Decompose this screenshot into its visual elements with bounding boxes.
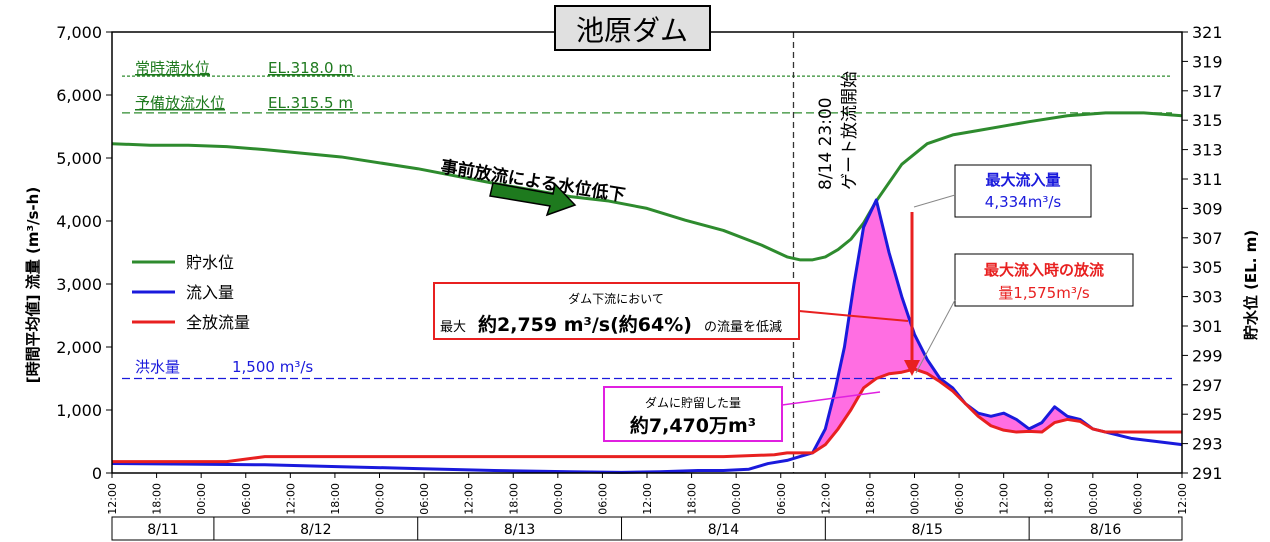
right-tick-label: 321	[1192, 23, 1223, 42]
title-box	[554, 5, 711, 51]
left-tick-label: 7,000	[56, 23, 102, 42]
hour-tick-label: 00:00	[374, 483, 387, 515]
right-tick-label: 305	[1192, 258, 1223, 277]
date-label: 8/14	[708, 522, 740, 538]
left-tick-label: 6,000	[56, 86, 102, 105]
legend: 貯水位 流入量 全放流量	[132, 253, 250, 332]
hour-tick-label: 18:00	[1042, 483, 1055, 515]
date-label: 8/16	[1090, 522, 1122, 538]
right-tick-label: 319	[1192, 52, 1223, 71]
storage-value: 約7,470万m³	[630, 414, 756, 437]
flood-flow-label: 洪水量	[135, 358, 180, 376]
left-tick-label: 0	[92, 464, 102, 483]
reserve-level-label: 予備放流水位	[135, 94, 225, 112]
right-tick-label: 297	[1192, 376, 1223, 395]
hour-tick-label: 06:00	[775, 483, 788, 515]
release-leader	[915, 299, 956, 374]
right-tick-label: 301	[1192, 317, 1223, 336]
gate-start-label: ゲート放流開始	[840, 71, 860, 190]
hour-tick-label: 00:00	[909, 483, 922, 515]
release-title: 最大流入時の放流	[984, 261, 1104, 279]
hour-tick-label: 18:00	[329, 483, 342, 515]
legend-label-level: 貯水位	[186, 253, 234, 272]
hour-tick-label: 06:00	[953, 483, 966, 515]
right-axis-title: 貯水位 (EL. m)	[1242, 230, 1260, 340]
hour-tick-label: 00:00	[195, 483, 208, 515]
drawdown-arrow	[489, 182, 577, 217]
max-inflow-leader	[913, 194, 956, 208]
date-label: 8/12	[300, 522, 331, 538]
storage-fill	[774, 199, 1132, 455]
hour-tick-label: 06:00	[596, 483, 609, 515]
left-tick-label: 2,000	[56, 338, 102, 357]
right-tick-label: 313	[1192, 141, 1223, 160]
date-label: 8/11	[147, 522, 178, 538]
storage-area-layer	[774, 199, 1132, 455]
hour-tick-label: 00:00	[730, 483, 743, 515]
left-tick-label: 3,000	[56, 275, 102, 294]
chart-title: 池原ダム	[576, 14, 688, 47]
right-tick-label: 309	[1192, 199, 1223, 218]
date-label: 8/15	[912, 522, 943, 538]
date-label: 8/13	[504, 522, 535, 538]
legend-label-inflow: 流入量	[186, 283, 234, 302]
right-tick-label: 317	[1192, 82, 1223, 101]
right-tick-label: 303	[1192, 288, 1223, 307]
hour-tick-label: 00:00	[1087, 483, 1100, 515]
outflow-line	[112, 367, 1182, 464]
left-tick-label: 5,000	[56, 149, 102, 168]
right-tick-label: 315	[1192, 111, 1223, 130]
release-box	[954, 253, 1134, 307]
reduction-leader	[798, 310, 909, 322]
hour-tick-label: 06:00	[240, 483, 253, 515]
hour-tick-label: 18:00	[864, 483, 877, 515]
right-tick-label: 295	[1192, 405, 1223, 424]
hour-tick-label: 18:00	[151, 483, 164, 515]
reserve-level-value: EL.315.5 m	[268, 94, 353, 112]
hour-tick-label: 18:00	[686, 483, 699, 515]
hour-tick-label: 12:00	[641, 483, 654, 515]
release-value: 量1,575m³/s	[998, 284, 1090, 302]
right-tick-label: 311	[1192, 170, 1223, 189]
hour-tick-label: 00:00	[552, 483, 565, 515]
flood-flow-value: 1,500 m³/s	[232, 358, 313, 376]
reduction-value: 約2,759 m³/s(約64%)	[478, 313, 692, 336]
reduction-arrowhead	[904, 360, 920, 376]
axis-layer: 0 1,000 2,000 3,000 4,000 5,000 6,000 7,000 291 2…	[56, 23, 1223, 541]
hour-tick-label: 12:00	[1176, 483, 1189, 515]
storage-line1: ダムに貯留した量	[645, 395, 741, 410]
hour-tick-label: 12:00	[819, 483, 832, 515]
date-row-frame	[111, 516, 1183, 541]
reduction-line1: ダム下流において	[568, 291, 664, 306]
legend-label-outflow: 全放流量	[186, 313, 250, 332]
hour-tick-label: 12:00	[284, 483, 297, 515]
left-tick-label: 4,000	[56, 212, 102, 231]
right-tick-label: 299	[1192, 346, 1223, 365]
hour-tick-label: 12:00	[463, 483, 476, 515]
full-level-value: EL.318.0 m	[268, 59, 353, 77]
storage-box	[603, 386, 783, 442]
gate-time-label: 8/14 23:00	[816, 97, 836, 190]
storage-leader	[781, 391, 881, 406]
left-tick-label: 1,000	[56, 401, 102, 420]
reduction-prefix: 最大	[440, 320, 466, 335]
water-level-line	[111, 111, 1183, 262]
reduction-suffix: の流量を低減	[704, 319, 782, 335]
hour-tick-label: 06:00	[418, 483, 431, 515]
hour-tick-label: 12:00	[998, 483, 1011, 515]
hour-tick-label: 12:00	[106, 483, 119, 515]
reference-lines-layer	[122, 32, 1172, 473]
max-inflow-box	[954, 164, 1092, 218]
hour-tick-label: 18:00	[507, 483, 520, 515]
left-axis-title: [時間平均値] 流量 (m³/s-h)	[24, 187, 42, 383]
right-tick-label: 291	[1192, 464, 1223, 483]
hour-tick-label: 06:00	[1131, 483, 1144, 515]
full-level-label: 常時満水位	[135, 59, 210, 77]
max-inflow-title: 最大流入量	[985, 171, 1060, 189]
max-inflow-value: 4,334m³/s	[985, 193, 1062, 211]
right-tick-label: 293	[1192, 435, 1223, 454]
right-tick-label: 307	[1192, 229, 1223, 248]
